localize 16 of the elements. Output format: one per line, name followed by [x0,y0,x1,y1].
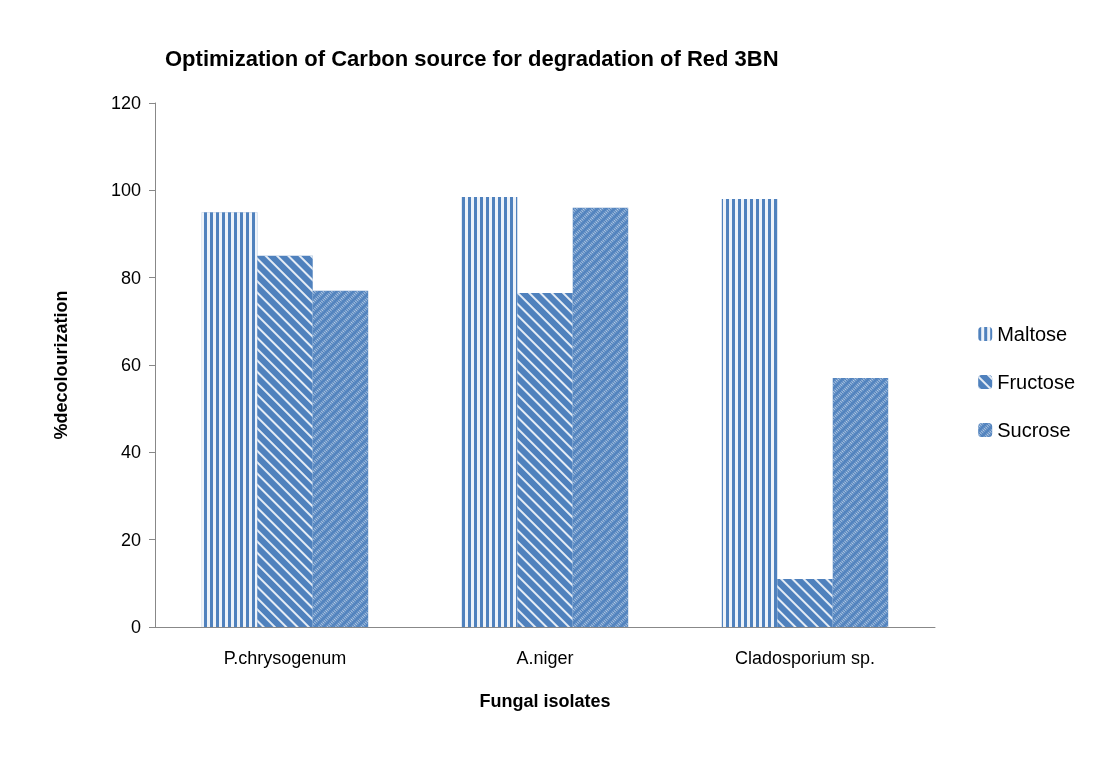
legend-label: Fructose [997,371,1076,393]
y-tick-label: 80 [120,267,141,288]
legend-label: Maltose [997,323,1068,345]
x-tick-label: P.chrysogenum [223,648,347,668]
legend-label: Sucrose [997,419,1071,441]
y-axis-title: %decolourization [51,290,71,440]
y-tick-label: 0 [130,617,141,637]
y-tick-label: 20 [120,529,141,550]
y-tick-label: 40 [120,442,141,463]
x-tick-label: A.niger [516,648,574,668]
x-axis-title: Fungal isolates [479,691,611,711]
y-tick-label: 60 [120,355,141,375]
y-tick-label: 120 [110,93,141,113]
x-tick-label: Cladosporium sp. [734,648,876,668]
y-tick-label: 100 [110,180,141,201]
chart-title: Optimization of Carbon source for degradation of Red 3BN [165,45,779,71]
